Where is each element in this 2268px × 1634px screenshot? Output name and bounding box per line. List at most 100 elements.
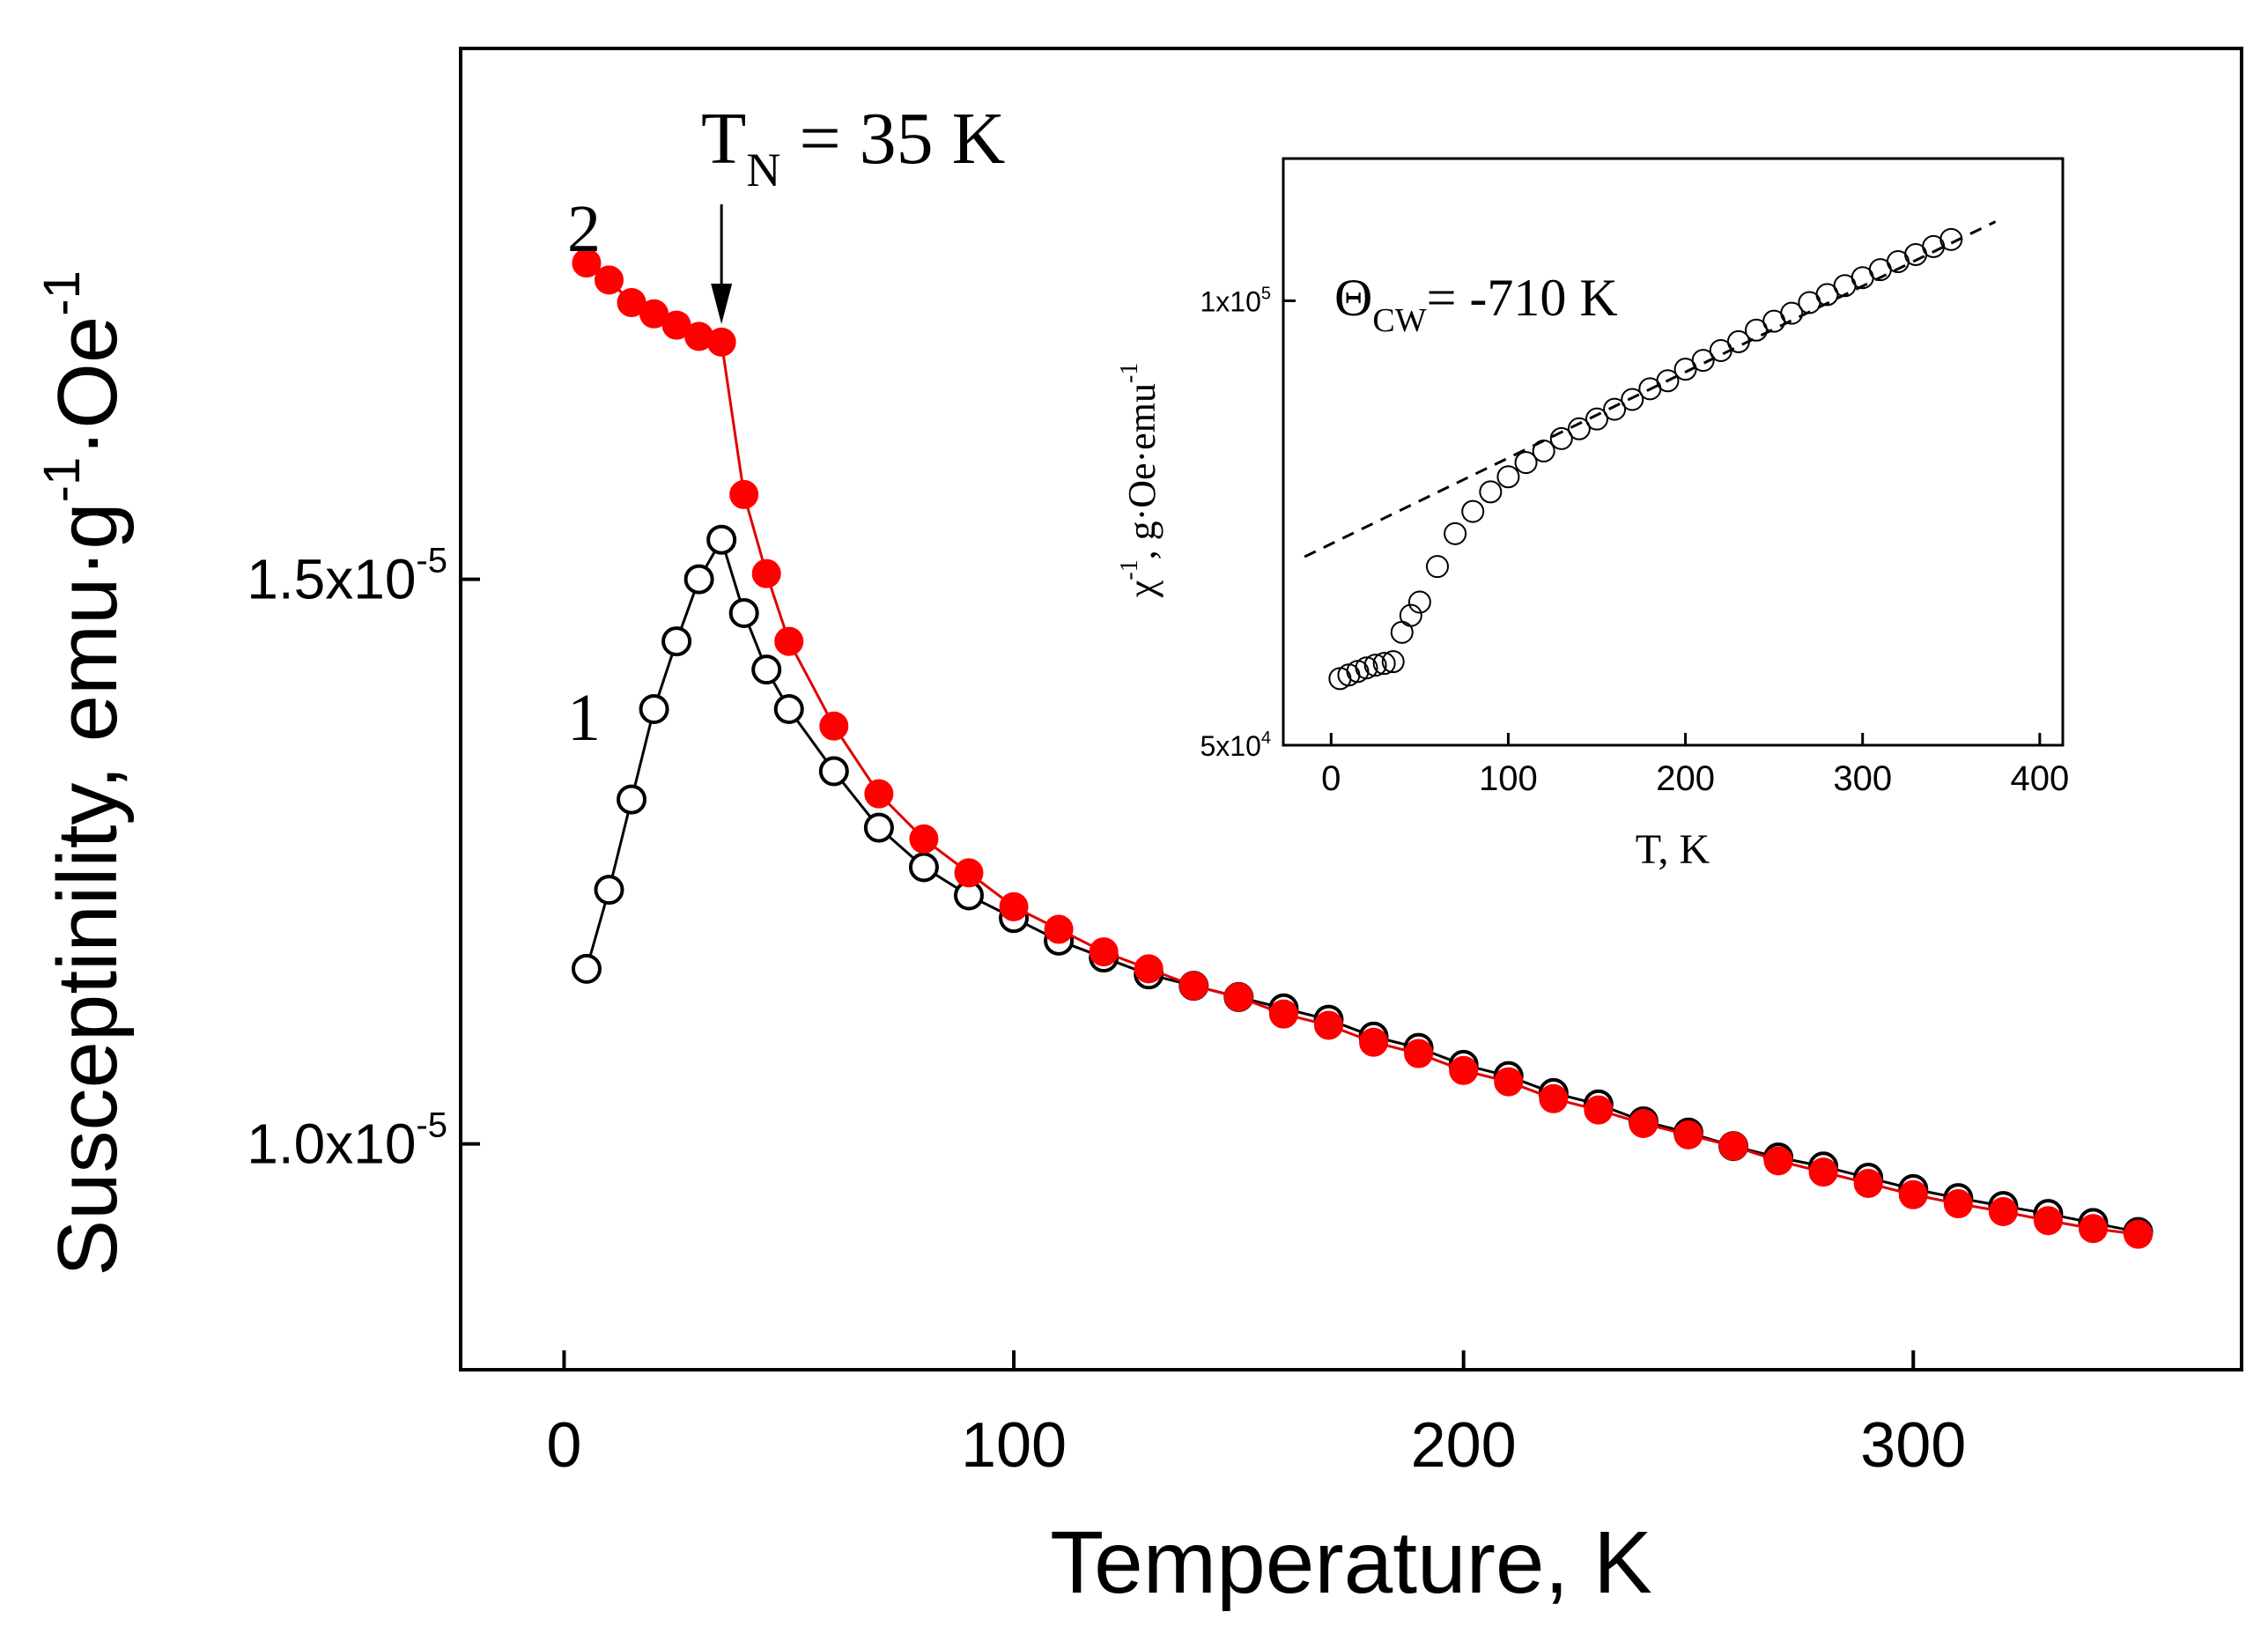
series-2-point (1404, 1039, 1434, 1068)
inset-point (1656, 369, 1680, 393)
series-2-point (595, 265, 624, 295)
inset-point (1691, 349, 1715, 373)
series-2-point (2079, 1214, 2108, 1244)
series-1-line (585, 536, 2139, 1234)
main-y-tick-mantissa: 1.5x10 (247, 548, 416, 611)
series-1-point (908, 852, 939, 883)
main-x-tick-label: 100 (961, 1410, 1067, 1481)
main-chart: 0 100 200 300 1.0x10-51.5x10-5 Temperature,… (33, 47, 2243, 1612)
series-1-point (818, 756, 849, 787)
inset-x-tick-label: 200 (1656, 759, 1715, 798)
tn-value: = 35 K (780, 98, 1005, 180)
tn-subscript: N (746, 144, 780, 196)
series-1-point (728, 598, 759, 629)
series-2-point (1584, 1095, 1614, 1125)
neel-temperature-label: TN = 35 K (701, 98, 1005, 196)
main-x-tick-label: 0 (546, 1410, 581, 1481)
main-x-tick-label: 300 (1860, 1410, 1966, 1481)
series-2-point (1853, 1168, 1883, 1198)
curve-label-2: 2 (567, 192, 601, 266)
series-2-point (2124, 1219, 2153, 1249)
series-2-point (1629, 1109, 1659, 1139)
curve-label-1: 1 (567, 681, 601, 755)
inset-y-axis-label: χ-1, g·Oe·emu-1 (1116, 363, 1164, 599)
theta-symbol: Θ (1334, 269, 1372, 327)
inset-point (1372, 652, 1396, 676)
main-y-ticks: 1.0x10-51.5x10-5 (247, 542, 480, 1176)
series-1-point (661, 626, 692, 657)
tn-arrow-head (711, 284, 733, 324)
inset-x-axis-label: T, K (1636, 826, 1710, 873)
inset-y-label-units: , g·Oe·emu (1120, 383, 1164, 559)
inset-plot-frame (1282, 157, 2065, 747)
inset-point (1780, 301, 1804, 325)
series-2-point (1673, 1120, 1703, 1150)
series-2-point (1988, 1197, 2018, 1227)
inset-x-tick-label: 400 (2010, 759, 2069, 798)
inset-point (1355, 656, 1378, 680)
series-2-point (1898, 1179, 1928, 1209)
series-2-point (909, 824, 939, 854)
inset-x-tick-label: 300 (1833, 759, 1892, 798)
series-2-point (1763, 1146, 1793, 1176)
series-2-group (572, 248, 2153, 1249)
inset-y-label-chi-exponent: -1 (1116, 559, 1143, 580)
series-1-point (863, 812, 894, 843)
inset-point (1407, 590, 1431, 614)
series-1-point (751, 654, 782, 685)
main-y-tick-label: 1.5x10-5 (247, 542, 447, 611)
y-label-dot2: · (41, 429, 135, 457)
series-2-point (1134, 954, 1164, 984)
series-2-line (586, 262, 2139, 1236)
series-2-point (1718, 1131, 1748, 1161)
inset-y-label-units-exponent: -1 (1116, 363, 1143, 383)
inset-y-tick-label: 5x104 (1200, 728, 1271, 762)
tn-symbol: T (701, 98, 746, 180)
series-2-point (1044, 914, 1074, 944)
series-1-point (594, 875, 624, 906)
series-2-point (2033, 1206, 2063, 1236)
neel-temperature-arrow (711, 204, 733, 324)
inset-y-tick-mantissa: 1x10 (1200, 285, 1260, 317)
main-plot-frame (459, 47, 2243, 1372)
main-y-tick-mantissa: 1.0x10 (247, 1113, 416, 1176)
inset-point (1514, 451, 1538, 475)
inset-x-ticks: 0 100 200 300 400 (1321, 733, 2069, 798)
series-2-point (1313, 1010, 1343, 1040)
inset-y-tick-exponent: 5 (1261, 284, 1271, 303)
series-2-point (1223, 982, 1253, 1012)
y-label-g-exponent: -1 (33, 457, 91, 503)
series-2-point (751, 558, 781, 588)
curie-weiss-fit-line (1304, 220, 1997, 558)
inset-x-tick-label: 0 (1321, 759, 1341, 798)
inset-point (1532, 439, 1555, 462)
series-2-point (819, 711, 849, 741)
inset-point (1496, 465, 1520, 489)
theta-subscript: CW (1372, 302, 1426, 339)
main-y-tick-exponent: -5 (416, 1106, 447, 1145)
y-label-g: g (41, 502, 135, 549)
series-2-point (999, 891, 1029, 921)
y-label-dot1: · (41, 550, 135, 578)
series-1-point (639, 694, 669, 724)
series-2-point (572, 248, 602, 278)
inset-point (1444, 521, 1467, 545)
inset-point (1549, 426, 1573, 450)
series-2-point (1808, 1157, 1838, 1187)
series-1-point (773, 694, 804, 724)
main-y-tick-label: 1.0x10-5 (247, 1106, 447, 1176)
inset-point (1425, 555, 1449, 579)
series-2-point (1178, 971, 1208, 1001)
series-1-point (571, 953, 602, 984)
inset-point (1363, 654, 1387, 677)
series-2-point (774, 626, 804, 656)
series-2-point (1494, 1067, 1524, 1097)
inset-point (1399, 603, 1422, 627)
main-x-tick-label: 200 (1411, 1410, 1517, 1481)
y-label-oe-exponent: -1 (33, 270, 91, 316)
series-2-point (1943, 1189, 1973, 1219)
main-x-ticks: 0 100 200 300 (546, 1350, 1966, 1481)
inset-point (1939, 227, 1963, 251)
